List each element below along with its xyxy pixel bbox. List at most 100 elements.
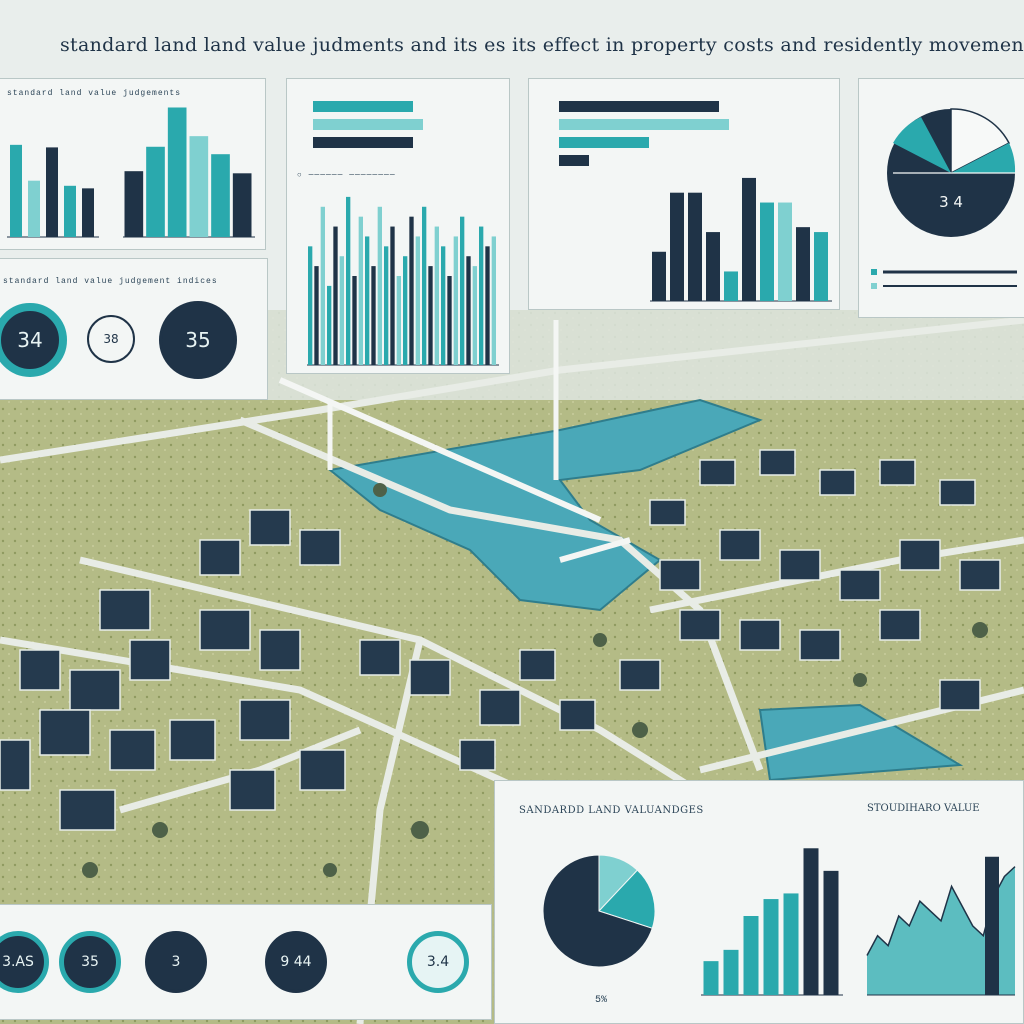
bar: [742, 177, 756, 301]
bar: [384, 246, 389, 365]
bottom-ring-4: 9 44: [265, 931, 327, 993]
bottom-ring-1-value: 3.AS: [2, 954, 34, 970]
top-right-pie-panel: 3 4: [858, 78, 1024, 318]
pie-chart-bottom: [542, 854, 656, 968]
grouped-bar-chart: [650, 177, 832, 302]
bar: [760, 202, 774, 301]
bottom-panel-title-left: SANDARDD LAND VALUANDGES: [519, 805, 704, 816]
bar: [803, 848, 819, 995]
pie-slice: [542, 854, 653, 968]
bar: [232, 173, 252, 237]
bottom-ring-5-value: 3.4: [426, 954, 450, 970]
bar: [778, 202, 792, 301]
bar: [46, 147, 58, 237]
bar: [409, 216, 414, 365]
score-ring-3-value: 35: [185, 328, 211, 352]
bar: [390, 226, 395, 365]
bar: [724, 271, 738, 301]
bar: [371, 266, 376, 365]
bottom-ring-3-value: 3: [171, 954, 181, 970]
bar: [460, 216, 465, 365]
score-ring-1-value: 34: [17, 328, 43, 352]
bar: [377, 206, 382, 365]
bar: [82, 188, 94, 237]
bar: [339, 256, 344, 365]
chart-header: standard land value judgements: [7, 89, 182, 98]
indices-header: standard land value judgement indices: [3, 277, 218, 286]
bar: [447, 276, 452, 365]
bar: [441, 246, 446, 365]
bar: [814, 232, 828, 301]
area-fill: [867, 866, 1015, 995]
svg-text:3 4: 3 4: [939, 193, 963, 211]
bar: [358, 216, 363, 365]
bottom-ring-4-value: 9 44: [280, 954, 312, 970]
bar: [472, 266, 477, 365]
bar: [415, 236, 420, 365]
bar: [783, 893, 799, 995]
chart-caption: ○ ────── ────────: [297, 171, 396, 180]
bar: [10, 144, 22, 237]
bar: [466, 256, 471, 365]
bar: [763, 899, 779, 995]
bottom-panel-title-right: STOUDIHARO VALUE: [867, 803, 980, 814]
bar: [479, 226, 484, 365]
bar: [403, 256, 408, 365]
bar: [320, 206, 325, 365]
top-right-chart-panel: [528, 78, 840, 310]
bar: [485, 246, 490, 365]
score-ring-2: 38: [87, 315, 135, 363]
score-ring-2-value: 38: [103, 332, 119, 346]
bar: [688, 192, 702, 301]
score-ring-3: 35: [159, 301, 237, 379]
bar: [211, 154, 230, 237]
bar: [352, 276, 357, 365]
legend-lines: [871, 269, 1017, 289]
bar: [314, 266, 319, 365]
bottom-ring-2-value: 35: [81, 954, 99, 970]
bar: [823, 870, 839, 995]
bar: [670, 192, 684, 301]
bar: [428, 266, 433, 365]
bar: [146, 146, 165, 237]
bar: [706, 232, 720, 301]
bar: [652, 251, 666, 301]
bar: [308, 246, 313, 365]
bar: [422, 206, 427, 365]
area-line-chart: [866, 856, 1016, 996]
bar: [346, 196, 351, 365]
bar: [434, 226, 439, 365]
top-center-chart-panel: ○ ────── ────────: [286, 78, 510, 374]
bar: [64, 185, 76, 237]
bar: [124, 171, 144, 237]
dense-bar-chart: [307, 196, 499, 366]
bar: [743, 916, 759, 995]
bar: [723, 949, 739, 995]
bar: [167, 107, 187, 237]
pie-slice: [598, 869, 656, 929]
growth-bar-chart: [701, 848, 843, 996]
top-left-chart-panel: standard land value judgements: [0, 78, 266, 250]
bottom-right-chart-panel: SANDARDD LAND VALUANDGES STOUDIHARO VALU…: [494, 780, 1024, 1024]
bar-chart-small: [7, 144, 99, 238]
bar: [491, 236, 496, 365]
bar: [28, 180, 40, 237]
bottom-ring-1: 3.AS: [0, 931, 49, 993]
horizontal-bars: [313, 101, 423, 148]
horizontal-bars-right: [559, 101, 729, 166]
bar: [796, 227, 810, 301]
bottom-ring-5: 3.4: [407, 931, 469, 993]
bottom-axis-label: 5%: [595, 995, 608, 1006]
score-ring-1: 34: [0, 303, 67, 377]
bar: [985, 856, 999, 995]
bottom-ring-3: 3: [145, 931, 207, 993]
pie-chart-top: 3 4: [887, 108, 1016, 237]
bar: [333, 226, 338, 365]
bottom-indices-strip: 3.AS 35 3 9 44 3.4: [0, 904, 492, 1020]
bar: [189, 136, 209, 237]
bottom-ring-2: 35: [59, 931, 121, 993]
bar: [365, 236, 370, 365]
bar: [327, 285, 332, 365]
bar: [396, 276, 401, 365]
bar-chart-medium: [123, 107, 255, 238]
